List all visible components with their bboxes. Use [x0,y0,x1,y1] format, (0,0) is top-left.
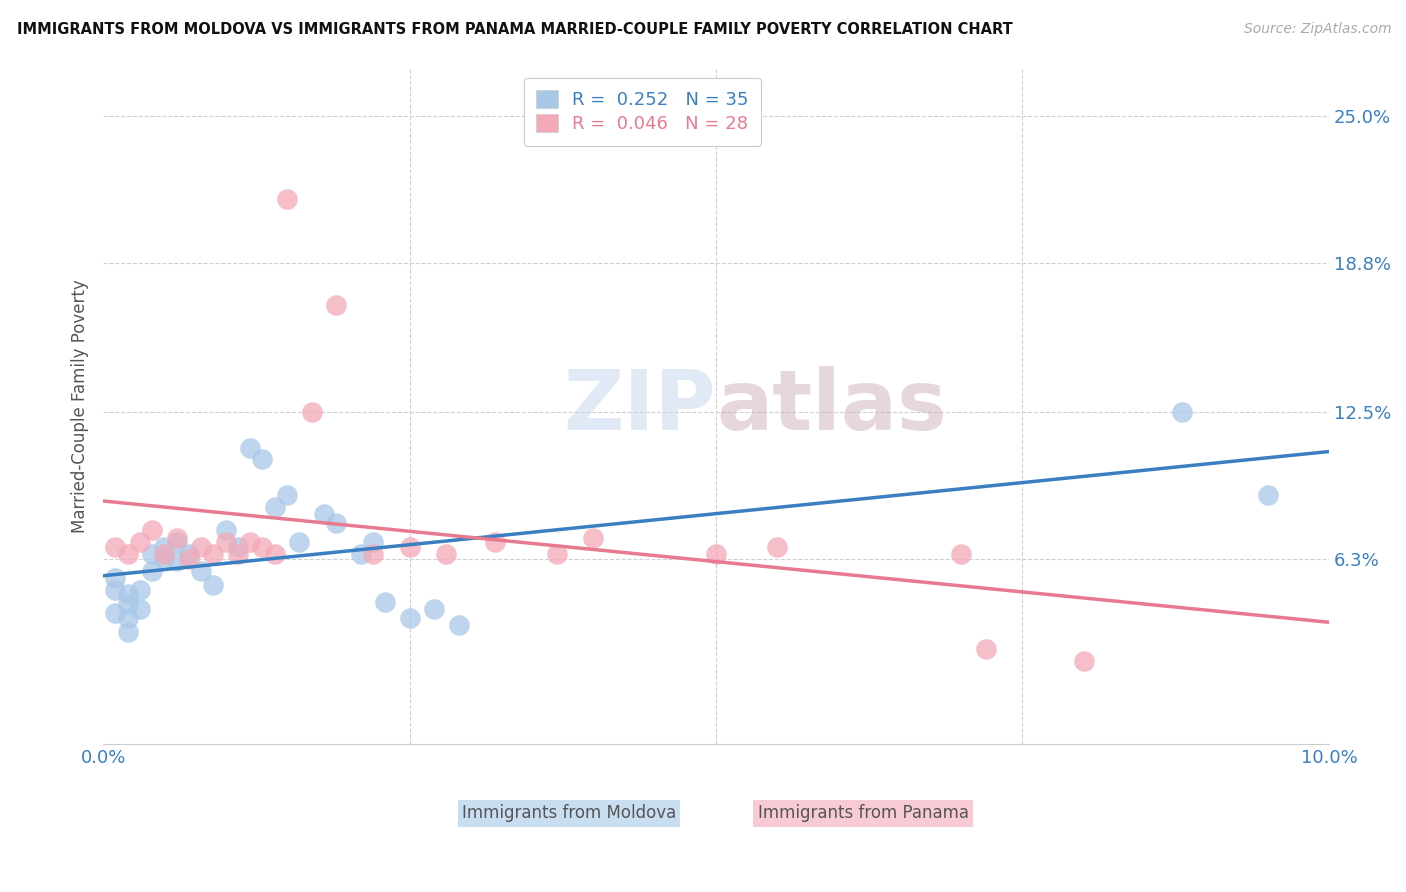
Point [215,524,238,538]
Point [239,535,262,549]
Point [166,554,188,568]
Point [276,192,298,206]
Point [1257,488,1279,502]
Point [252,452,274,467]
Point [1073,654,1095,668]
Point [117,547,139,561]
Point [704,547,727,561]
Point [141,564,163,578]
Point [423,601,446,615]
Point [263,500,285,514]
Point [166,531,188,545]
Text: ZIP: ZIP [564,366,716,447]
Point [1171,405,1194,419]
Point [129,582,152,597]
Text: Immigrants from Panama: Immigrants from Panama [758,805,969,822]
Point [361,535,384,549]
Point [117,625,139,640]
Point [582,531,605,545]
Point [153,552,176,566]
Point [263,547,285,561]
Text: Source: ZipAtlas.com: Source: ZipAtlas.com [1244,22,1392,37]
Point [129,601,152,615]
Point [190,540,212,554]
Point [141,524,163,538]
Point [202,547,225,561]
Point [325,298,347,312]
Point [447,618,470,632]
Point [177,547,200,561]
Text: IMMIGRANTS FROM MOLDOVA VS IMMIGRANTS FROM PANAMA MARRIED-COUPLE FAMILY POVERTY : IMMIGRANTS FROM MOLDOVA VS IMMIGRANTS FR… [17,22,1012,37]
Point [117,597,139,611]
Text: atlas: atlas [716,366,946,447]
Point [104,540,127,554]
Point [104,571,127,585]
Point [104,582,127,597]
Point [950,547,973,561]
Point [546,547,568,561]
Point [766,540,789,554]
Point [117,611,139,625]
Point [301,405,323,419]
Point [239,441,262,455]
Point [974,641,997,656]
Point [166,535,188,549]
Point [325,516,347,531]
Point [398,611,420,625]
Point [104,607,127,621]
Point [129,535,152,549]
Point [434,547,457,561]
Point [153,540,176,554]
Point [361,547,384,561]
Y-axis label: Married-Couple Family Poverty: Married-Couple Family Poverty [72,279,89,533]
Point [349,547,371,561]
Point [288,535,311,549]
Point [252,540,274,554]
Point [226,547,249,561]
Point [215,535,238,549]
Point [374,594,396,608]
Point [190,564,212,578]
Point [141,547,163,561]
Point [117,587,139,601]
Text: Immigrants from Moldova: Immigrants from Moldova [461,805,676,822]
Point [312,507,335,521]
Legend: R =  0.252   N = 35, R =  0.046   N = 28: R = 0.252 N = 35, R = 0.046 N = 28 [523,78,762,146]
Point [484,535,506,549]
Point [226,540,249,554]
Point [177,552,200,566]
Point [202,578,225,592]
Point [153,547,176,561]
Point [398,540,420,554]
Point [276,488,298,502]
